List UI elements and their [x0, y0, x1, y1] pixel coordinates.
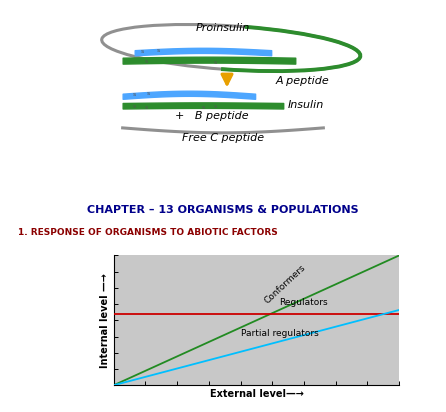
- Text: A peptide: A peptide: [275, 76, 329, 87]
- Text: Proinsulin: Proinsulin: [196, 23, 250, 33]
- Text: CHAPTER – 13 ORGANISMS & POPULATIONS: CHAPTER – 13 ORGANISMS & POPULATIONS: [87, 205, 359, 215]
- Text: s: s: [201, 105, 205, 110]
- Text: Partial regulators: Partial regulators: [241, 329, 319, 338]
- X-axis label: External level—→: External level—→: [210, 389, 303, 399]
- Text: s: s: [213, 104, 217, 109]
- Text: Conformers: Conformers: [263, 263, 307, 305]
- Text: s: s: [213, 59, 217, 65]
- Y-axis label: Internal level —→: Internal level —→: [99, 273, 110, 368]
- Text: s: s: [133, 104, 136, 109]
- Text: s: s: [157, 48, 161, 53]
- Text: s: s: [147, 91, 150, 96]
- Text: Regulators: Regulators: [279, 297, 328, 307]
- Text: s: s: [141, 49, 145, 54]
- Text: +   B peptide: + B peptide: [175, 111, 248, 121]
- Text: Insulin: Insulin: [287, 100, 323, 110]
- Text: Free C peptide: Free C peptide: [182, 133, 264, 143]
- Text: s: s: [133, 92, 136, 97]
- Text: s: s: [145, 59, 149, 64]
- Text: s: s: [145, 105, 149, 110]
- Text: 1. RESPONSE OF ORGANISMS TO ABIOTIC FACTORS: 1. RESPONSE OF ORGANISMS TO ABIOTIC FACT…: [18, 228, 277, 237]
